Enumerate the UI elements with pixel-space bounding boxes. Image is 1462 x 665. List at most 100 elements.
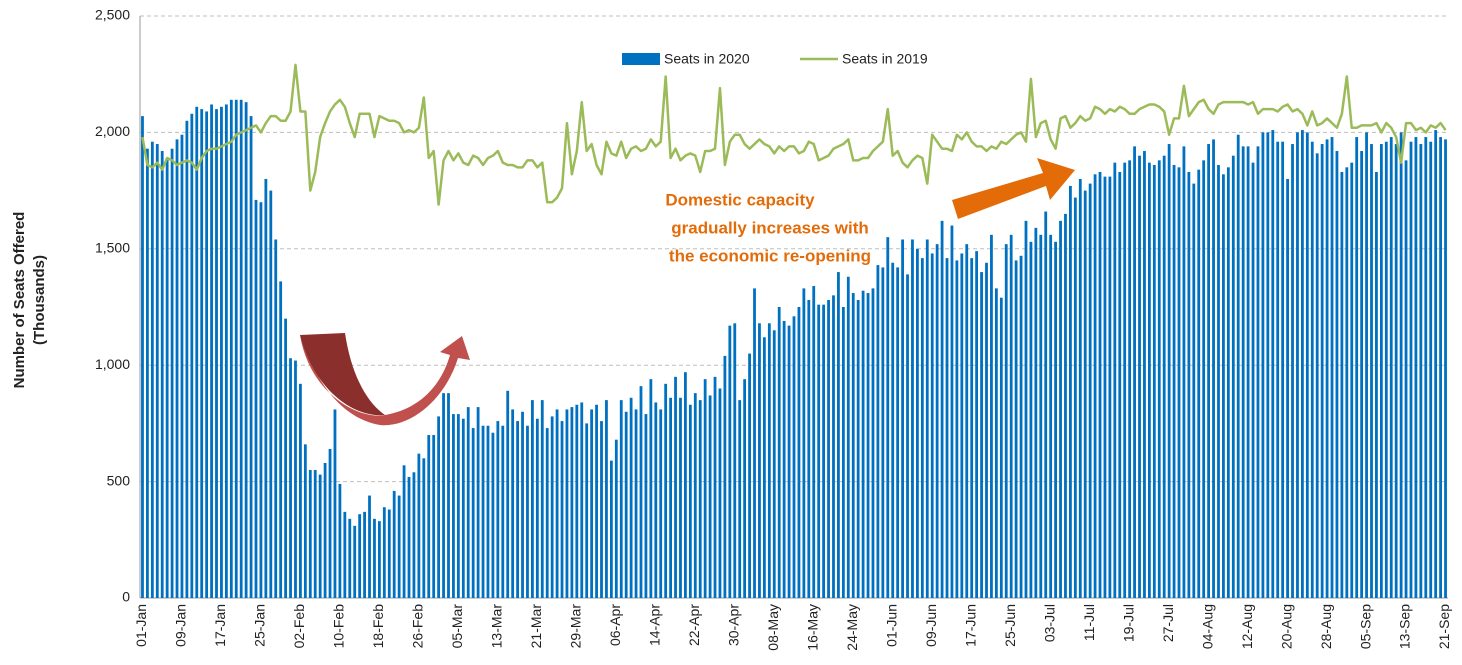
bar (565, 409, 569, 598)
bar (1039, 234, 1043, 598)
bar (1256, 146, 1260, 599)
bar (452, 414, 455, 598)
bar (1389, 137, 1393, 598)
bar (748, 353, 751, 598)
bar (279, 281, 283, 598)
bar (1157, 160, 1161, 598)
bar (955, 260, 959, 598)
bar (328, 449, 332, 598)
x-tick-label: 14-Apr (646, 604, 662, 646)
bar (950, 225, 954, 598)
x-tick-label: 13-Mar (489, 604, 505, 649)
bar (1291, 144, 1294, 599)
bar (1029, 241, 1033, 599)
bar (1325, 139, 1329, 598)
bar (471, 428, 475, 598)
x-tick-label: 17-Jan (212, 604, 228, 647)
bar (358, 514, 362, 598)
bar (1093, 174, 1097, 598)
bar (1143, 151, 1146, 599)
bar (1444, 139, 1447, 598)
bar (896, 267, 900, 598)
bar (679, 397, 682, 598)
bar (392, 490, 396, 598)
bar (516, 421, 519, 598)
bar (688, 404, 692, 598)
bar (1152, 164, 1156, 598)
bar (1236, 134, 1240, 598)
bar (363, 511, 366, 598)
bar (787, 325, 791, 598)
bar (797, 307, 801, 598)
legend-swatch (622, 53, 660, 65)
x-tick-label: 11-Jul (1081, 604, 1097, 641)
bar (269, 190, 273, 598)
bar (1365, 132, 1368, 598)
x-tick-label: 18-Feb (370, 604, 386, 649)
bar (1113, 162, 1117, 598)
bar (160, 151, 164, 599)
bar (456, 414, 460, 598)
bar (728, 325, 732, 598)
x-tick-label: 20-Aug (1278, 604, 1294, 649)
bar (1004, 244, 1008, 599)
bar (1059, 220, 1062, 598)
bar (526, 425, 529, 598)
bar (738, 400, 742, 598)
curved-arrow (300, 335, 470, 426)
bar (205, 111, 209, 598)
bar (540, 400, 544, 598)
bar (1207, 144, 1211, 599)
bar (634, 409, 638, 598)
bar (1177, 167, 1181, 598)
bar (1345, 167, 1349, 598)
bar (832, 295, 835, 598)
bar (595, 404, 598, 598)
bar (234, 99, 238, 599)
x-tick-label: 22-Apr (686, 604, 702, 646)
bar (940, 220, 944, 598)
bar (639, 386, 643, 598)
bar (1335, 151, 1339, 599)
bar (782, 320, 786, 598)
bar (1271, 130, 1275, 598)
bar (827, 300, 830, 598)
bar (999, 297, 1003, 598)
bar (511, 409, 515, 598)
bar (1147, 162, 1151, 598)
bar (580, 402, 584, 598)
bar (644, 414, 648, 598)
bar (1054, 241, 1057, 599)
legend-label: Seats in 2019 (842, 51, 928, 67)
bar (1231, 155, 1235, 598)
annotation: Domestic capacity (665, 190, 815, 209)
bar (244, 102, 248, 599)
bar (1138, 155, 1141, 598)
bar (254, 199, 258, 599)
bar (1014, 260, 1018, 598)
y-axis-label: (Thousands) (31, 255, 48, 345)
bar (1167, 144, 1171, 599)
bar (629, 397, 633, 598)
x-tick-label: 04-Aug (1199, 604, 1215, 649)
bar (1305, 132, 1309, 598)
bar (674, 376, 677, 598)
bar (491, 432, 495, 598)
bar (348, 518, 352, 598)
bar (382, 507, 386, 598)
x-tick-label: 30-Apr (725, 604, 741, 646)
bar (980, 272, 983, 598)
bar (698, 400, 702, 598)
bar (753, 288, 756, 598)
bar (693, 393, 697, 598)
bar (185, 120, 189, 598)
line (141, 63, 1447, 206)
x-tick-label: 10-Feb (331, 604, 347, 649)
x-tick-label: 03-Jul (1041, 604, 1057, 642)
bar (935, 244, 939, 599)
x-tick-label: 25-Jan (252, 604, 268, 647)
y-tick-label: 0 (122, 589, 130, 605)
bar (605, 400, 608, 598)
bar (284, 318, 288, 598)
